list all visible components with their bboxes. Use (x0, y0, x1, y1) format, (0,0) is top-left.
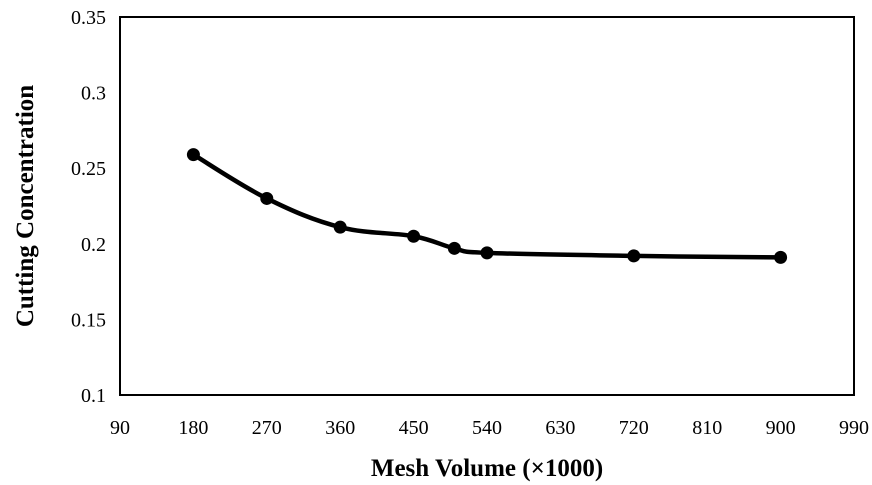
y-tick-label: 0.3 (81, 83, 106, 105)
x-tick-label: 990 (839, 417, 869, 439)
y-tick-label: 0.1 (81, 385, 106, 407)
x-tick-label: 270 (252, 417, 282, 439)
x-tick-label: 900 (766, 417, 796, 439)
data-point (627, 249, 641, 263)
data-point (333, 220, 347, 234)
x-tick-label: 360 (325, 417, 355, 439)
y-tick-label: 0.25 (71, 158, 106, 180)
y-tick-label: 0.15 (71, 309, 106, 331)
x-axis-title: Mesh Volume (×1000) (371, 455, 603, 482)
x-tick-label: 720 (619, 417, 649, 439)
x-tick-label: 630 (545, 417, 575, 439)
x-tick-label: 810 (692, 417, 722, 439)
y-tick-label: 0.35 (71, 7, 106, 29)
x-tick-label: 450 (399, 417, 429, 439)
data-markers (186, 148, 788, 264)
data-point (480, 246, 494, 260)
data-point (260, 191, 274, 205)
data-point (774, 250, 788, 264)
x-tick-label: 540 (472, 417, 502, 439)
x-tick-label: 180 (178, 417, 208, 439)
data-point (186, 148, 200, 162)
y-axis-title: Cutting Concentration (12, 85, 39, 327)
data-point (447, 241, 461, 255)
data-point (407, 229, 421, 243)
y-tick-label: 0.2 (81, 234, 106, 256)
series-line (191, 152, 783, 260)
plot-area-frame (119, 16, 855, 396)
y-tick-labels: 0.1 0.15 0.2 0.25 0.3 0.35 (71, 7, 106, 407)
x-tick-label: 90 (110, 417, 130, 439)
x-tick-labels: 90 180 270 360 450 540 630 720 810 900 990 (110, 417, 869, 439)
